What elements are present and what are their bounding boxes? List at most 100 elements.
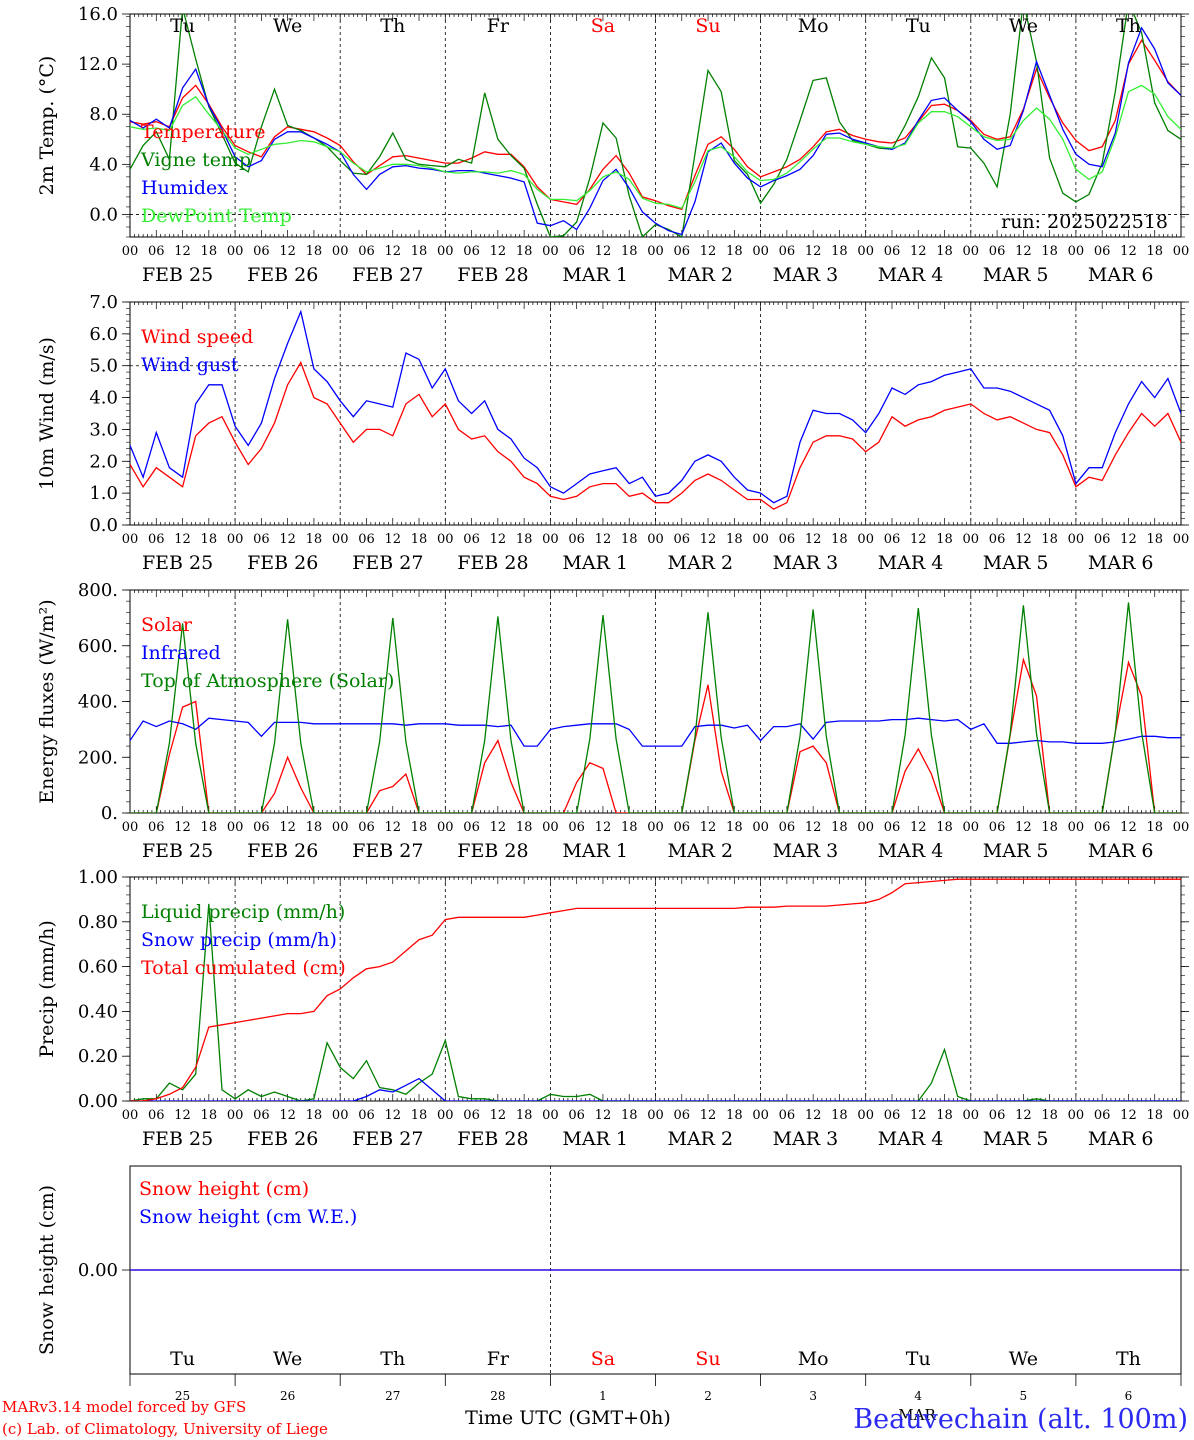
hour-tick-label: 00	[542, 532, 559, 547]
hour-tick-label: 06	[358, 820, 375, 835]
hour-tick-label: 12	[595, 244, 612, 259]
date-label: FEB 25	[142, 552, 213, 574]
series-line-infrared	[130, 717, 1181, 747]
date-label: MAR 1	[562, 552, 628, 574]
panel-energy: 00 06 12 18 00 06 12 18 00 06 12 18 00 06 12 18 00 06 12 18…	[36, 580, 1189, 862]
hour-tick-label: 00	[647, 820, 664, 835]
hour-tick-label: 00	[752, 1108, 769, 1123]
hour-tick-label: 18	[201, 820, 218, 835]
weekday-label: Th	[1116, 1348, 1141, 1370]
hour-tick-label: 00	[437, 532, 454, 547]
date-label: FEB 26	[247, 552, 318, 574]
hour-tick-label: 12	[910, 244, 927, 259]
hour-tick-label: 18	[936, 1108, 953, 1123]
hour-tick-label: 06	[568, 820, 585, 835]
hour-tick-label: 06	[674, 532, 691, 547]
legend-entry: Snow height (cm)	[139, 1178, 309, 1200]
hour-tick-label: 18	[411, 1108, 428, 1123]
hour-tick-label: 18	[831, 820, 848, 835]
hour-tick-label: 12	[700, 244, 717, 259]
footer-model: MARv3.14 model forced by GFS	[2, 1398, 246, 1416]
hour-tick-label: 06	[568, 532, 585, 547]
footer-time-axis: Time UTC (GMT+0h)	[465, 1407, 671, 1429]
weekday-label: We	[273, 15, 302, 37]
hour-tick-label: 12	[174, 532, 191, 547]
y-tick-label: 8.0	[89, 104, 118, 125]
hour-tick-label: 06	[884, 1108, 901, 1123]
date-label: FEB 28	[457, 840, 528, 862]
hour-tick-label: 00	[1068, 532, 1085, 547]
hour-tick-label: 00	[227, 244, 244, 259]
hour-tick-label: 00	[963, 532, 980, 547]
hour-tick-label: 18	[516, 244, 533, 259]
hour-tick-label: 06	[253, 820, 270, 835]
weekday-label: We	[1009, 1348, 1038, 1370]
hour-tick-label: 12	[279, 820, 296, 835]
y-axis-label: Energy fluxes (W/m²)	[36, 599, 58, 803]
weekday-label: Tu	[906, 1348, 931, 1370]
hour-tick-label: 18	[936, 820, 953, 835]
y-tick-label: 0.20	[78, 1046, 118, 1067]
legend-entry: Snow height (cm W.E.)	[139, 1206, 357, 1228]
hour-tick-label: 00	[227, 1108, 244, 1123]
hour-tick-label: 12	[595, 820, 612, 835]
hour-tick-label: 06	[358, 532, 375, 547]
date-label: MAR 6	[1088, 840, 1154, 862]
hour-tick-label: 18	[516, 1108, 533, 1123]
weekday-label: Th	[380, 15, 405, 37]
hour-tick-label: 06	[148, 244, 165, 259]
day-number-label: 5	[1020, 1389, 1028, 1403]
footer-station: Beauvechain (alt. 100m)	[853, 1404, 1188, 1435]
hour-tick-label: 12	[1120, 1108, 1137, 1123]
day-number-label: 2	[704, 1389, 712, 1403]
hour-tick-label: 12	[805, 244, 822, 259]
hour-tick-label: 00	[857, 532, 874, 547]
hour-tick-label: 18	[621, 244, 638, 259]
y-tick-label: 7.0	[89, 292, 118, 313]
series-line-wind-speed	[130, 360, 1181, 510]
date-label: MAR 6	[1088, 552, 1154, 574]
hour-tick-label: 06	[884, 244, 901, 259]
weekday-label: Fr	[487, 1348, 510, 1370]
date-label: MAR 3	[773, 840, 839, 862]
date-label: MAR 2	[668, 840, 734, 862]
weekday-label: We	[273, 1348, 302, 1370]
y-tick-label: 1.00	[78, 867, 118, 888]
hour-tick-label: 00	[437, 1108, 454, 1123]
hour-tick-label: 00	[227, 532, 244, 547]
y-axis-label: Precip (mm/h)	[36, 920, 58, 1058]
legend-entry: Temperature	[141, 121, 265, 143]
day-number-label: 1	[599, 1389, 607, 1403]
hour-tick-label: 12	[279, 1108, 296, 1123]
legend-entry: Top of Atmosphere (Solar)	[141, 670, 394, 692]
y-tick-label: 16.0	[78, 4, 118, 25]
date-label: MAR 3	[773, 264, 839, 286]
date-label: MAR 1	[562, 1128, 628, 1150]
y-tick-label: 0.0	[89, 515, 118, 536]
hour-tick-label: 18	[1041, 532, 1058, 547]
hour-tick-label: 00	[122, 244, 139, 259]
hour-tick-label: 18	[726, 820, 743, 835]
hour-tick-label: 12	[490, 820, 507, 835]
weekday-label: Su	[695, 1348, 720, 1370]
y-tick-label: 200.	[78, 747, 118, 768]
hour-tick-label: 18	[726, 532, 743, 547]
y-tick-label: 800.	[78, 580, 118, 601]
hour-tick-label: 00	[963, 820, 980, 835]
hour-tick-label: 18	[201, 1108, 218, 1123]
date-label: FEB 27	[352, 1128, 423, 1150]
hour-tick-label: 00	[227, 820, 244, 835]
date-label: MAR 5	[983, 1128, 1049, 1150]
hour-tick-label: 12	[384, 244, 401, 259]
date-label: FEB 25	[142, 840, 213, 862]
hour-tick-label: 18	[411, 532, 428, 547]
date-label: FEB 27	[352, 264, 423, 286]
y-tick-label: 5.0	[89, 356, 118, 377]
date-label: MAR 1	[562, 840, 628, 862]
hour-tick-label: 00	[752, 244, 769, 259]
date-label: MAR 1	[562, 264, 628, 286]
hour-tick-label: 00	[1068, 820, 1085, 835]
hour-tick-label: 06	[148, 1108, 165, 1123]
hour-tick-label: 00	[857, 244, 874, 259]
